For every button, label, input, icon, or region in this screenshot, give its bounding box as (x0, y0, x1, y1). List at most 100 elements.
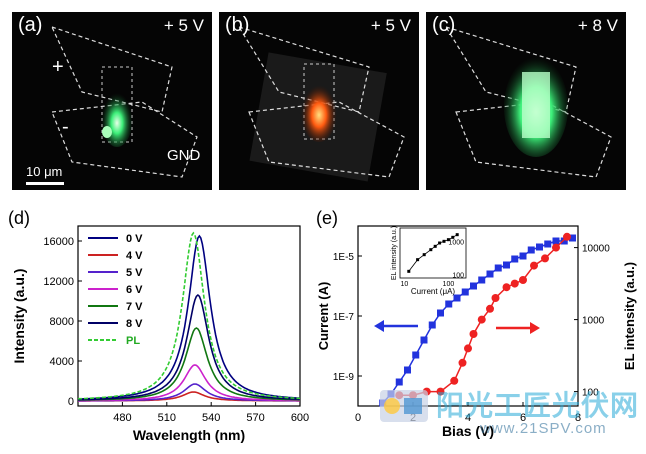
series-7v-line (78, 327, 300, 401)
red-emission (301, 82, 337, 142)
minus-label: - (62, 116, 69, 138)
legend-label: 8 V (126, 318, 143, 330)
x-tick-label: 0 (355, 412, 361, 424)
current-point (544, 240, 552, 248)
watermark: 阳光工匠光伏网 www.21SPV.com (376, 384, 646, 450)
y-right-tick-label: 100 (582, 388, 599, 399)
el-point (491, 294, 500, 302)
el-point (450, 376, 459, 385)
x-tick-label: 6 (520, 412, 526, 424)
y-left-tick-label: 1E-5 (333, 252, 355, 263)
current-point (412, 351, 420, 359)
current-point (404, 366, 411, 374)
y-tick-label: 16000 (43, 236, 74, 248)
inset-x-tick-label: 100 (443, 281, 455, 288)
inset-point (455, 233, 459, 237)
electrode-bottom-outline (455, 101, 612, 178)
panel-b-image (237, 25, 405, 182)
panel-a-image (26, 25, 198, 185)
el-point (477, 315, 486, 324)
current-point (445, 300, 453, 308)
y-left-tick-label: 1E-7 (333, 312, 355, 323)
current-point (503, 261, 510, 269)
inset-point (438, 241, 442, 245)
panel-a: (a) + 5 V + - GND 10 μm (12, 12, 212, 190)
current-point (560, 237, 568, 245)
inset-point (433, 244, 437, 248)
voltage-label: + 8 V (577, 16, 618, 35)
el-point (464, 344, 472, 353)
left-axis-arrowhead (374, 320, 384, 332)
x-tick-label: 570 (246, 412, 264, 424)
current-point (395, 378, 403, 386)
legend-label: 5 V (126, 267, 143, 279)
inset-point (407, 269, 411, 273)
x-tick-label: 540 (202, 412, 220, 424)
y-tick-label: 8000 (50, 316, 74, 328)
x-tick-label: 510 (158, 412, 176, 424)
inset-x-tick-label: 10 (401, 281, 409, 288)
y-left-axis-label: Current (A) (316, 282, 331, 351)
plot-frame (77, 225, 301, 407)
series-0v-line (78, 234, 301, 400)
inset-y-axis-label: EL intensity (a.u.) (391, 226, 398, 280)
panel-b: (b) + 5 V (219, 12, 419, 190)
current-point (527, 246, 535, 254)
legend-label: PL (126, 335, 140, 347)
current-point (486, 270, 494, 278)
el-point (563, 232, 571, 241)
panel-d-label: (d) (8, 208, 30, 228)
gnd-label: GND (167, 147, 201, 164)
panel-c: (c) + 8 V (426, 12, 626, 190)
series-pl-line (77, 231, 301, 400)
el-point (552, 243, 560, 252)
inset-y-tick-label: 1000 (448, 239, 464, 246)
inset-point (442, 239, 446, 243)
current-point (511, 255, 519, 263)
inset-point (422, 253, 426, 257)
y-right-tick-label: 10000 (582, 244, 610, 255)
series-8v-line (78, 293, 300, 401)
y-right-tick-label: 1000 (582, 316, 605, 327)
emission-spot (102, 126, 112, 138)
plus-label: + (52, 56, 64, 78)
panel-label: (b) (225, 14, 250, 36)
y-tick-label: 4000 (50, 356, 74, 368)
el-point (486, 304, 494, 313)
current-point (494, 264, 502, 272)
current-point (536, 243, 543, 251)
inset-point (446, 238, 450, 242)
spectra-chart: 480 510 540 570 600 0 4000 8000 12000 16000 Wavele… (11, 225, 309, 443)
current-point (453, 294, 461, 302)
x-axis-label: Bias (V) (442, 423, 494, 439)
electrode-bottom-outline (51, 101, 198, 178)
green-emission (101, 87, 133, 147)
y-left-tick-label: 1E-9 (333, 372, 355, 383)
legend-label: 7 V (126, 301, 143, 313)
legend-label: 0 V (126, 233, 143, 245)
watermark-text: 阳光工匠光伏网 (436, 390, 640, 421)
x-tick-label: 4 (465, 412, 471, 424)
inset-x-axis-label: Current (μA) (411, 287, 456, 296)
current-point (519, 252, 527, 260)
y-axis-label: Intensity (a.u.) (11, 269, 27, 364)
current-point (437, 309, 444, 317)
current-point (478, 276, 486, 284)
inset-y-tick-label: 100 (452, 273, 464, 280)
el-point (458, 358, 467, 367)
right-axis-arrowhead (530, 322, 540, 334)
series-6v-line (78, 364, 300, 402)
watermark-url: www.21SPV.com (480, 420, 607, 437)
panel-e-label: (e) (316, 208, 338, 228)
y-tick-label: 12000 (43, 276, 74, 288)
inset-line (408, 234, 458, 272)
panel-label: (a) (18, 14, 43, 36)
el-point (541, 254, 549, 263)
scalebar (26, 182, 64, 185)
scalebar-label: 10 μm (26, 164, 63, 179)
current-point (428, 321, 436, 329)
inset-point (429, 248, 433, 252)
watermark-logo (380, 390, 428, 422)
el-point (510, 279, 519, 288)
legend-label: 6 V (126, 284, 143, 296)
